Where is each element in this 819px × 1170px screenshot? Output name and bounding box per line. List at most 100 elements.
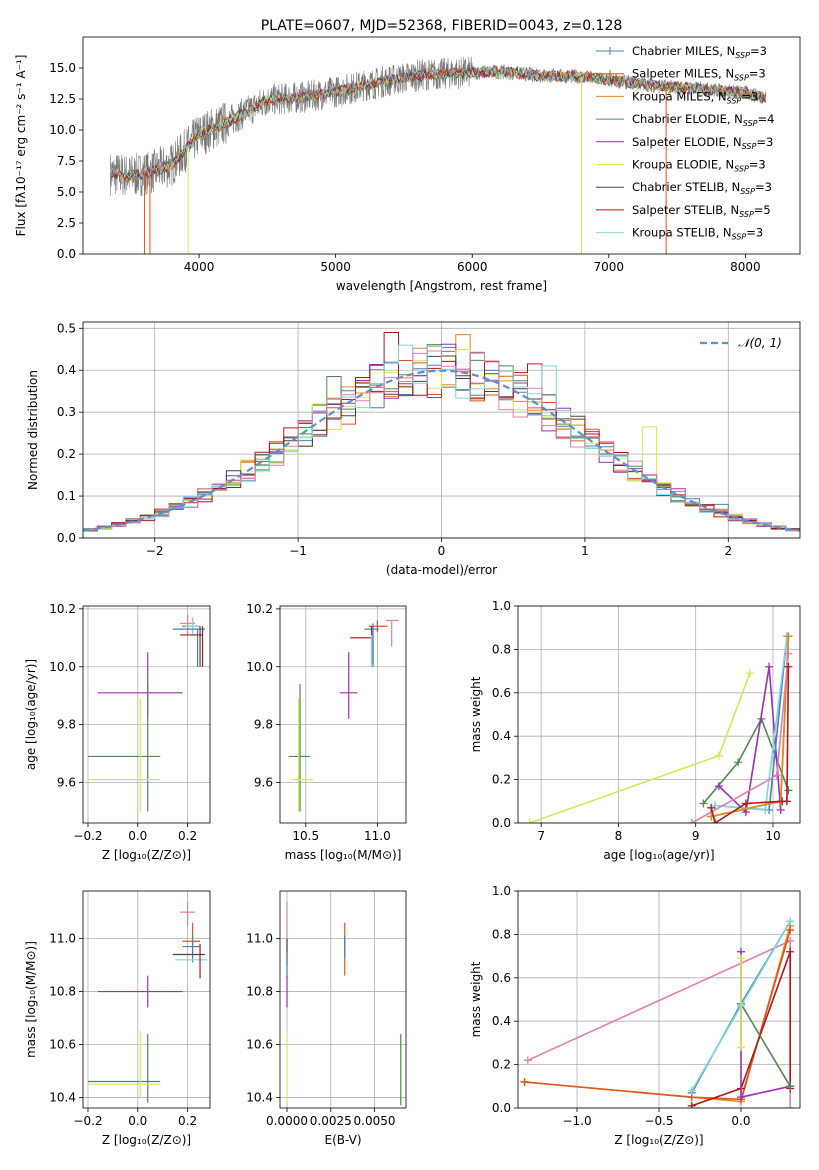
legend-entry-5: Kroupa ELODIE, NSSP=3 bbox=[632, 158, 766, 174]
x-tick-label: 1 bbox=[581, 544, 589, 558]
x-tick-label: −0.2 bbox=[73, 1114, 102, 1128]
y-tick-label: 10.2 bbox=[49, 602, 76, 616]
plot-area bbox=[87, 901, 208, 1103]
axes-frame bbox=[82, 890, 211, 1109]
y-tick-label: 0.5 bbox=[57, 321, 76, 335]
y-tick-label: 11.0 bbox=[246, 932, 273, 946]
x-tick-label: 8000 bbox=[730, 260, 761, 274]
y-tick-label: 0.0 bbox=[492, 816, 511, 830]
y-tick-label: 2.5 bbox=[57, 216, 76, 230]
series-marker-2-0 bbox=[714, 782, 723, 791]
plot-area bbox=[87, 614, 206, 812]
x-axis-label: Z [log₁₀(Z/Z⊙)] bbox=[102, 1133, 191, 1147]
x-axis-label: E(B-V) bbox=[324, 1133, 361, 1147]
y-tick-label: 0.6 bbox=[492, 971, 511, 985]
x-tick-label: 5000 bbox=[320, 260, 351, 274]
series-marker-2-0 bbox=[520, 1077, 529, 1086]
x-tick-label: 8 bbox=[615, 829, 623, 843]
x-tick-label: −0.2 bbox=[73, 829, 102, 843]
legend-entry-6: Chabrier STELIB, NSSP=3 bbox=[632, 180, 772, 196]
series-line-3 bbox=[691, 951, 792, 1107]
plot-area bbox=[525, 632, 793, 823]
plot-area bbox=[83, 332, 800, 532]
x-axis-label: wavelength [Angstrom, rest frame] bbox=[336, 279, 547, 293]
y-tick-label: 10.0 bbox=[49, 123, 76, 137]
series-marker-0-1 bbox=[714, 751, 723, 760]
y-tick-label: 0.6 bbox=[492, 686, 511, 700]
series-line-0 bbox=[529, 673, 751, 823]
x-tick-label: 11.0 bbox=[364, 829, 391, 843]
legend-entry-7: Salpeter STELIB, NSSP=5 bbox=[632, 203, 771, 219]
x-tick-label: −1.0 bbox=[562, 1114, 591, 1128]
axes-frame bbox=[279, 605, 407, 824]
x-axis-label: Z [log₁₀(Z/Z⊙)] bbox=[102, 848, 191, 862]
y-tick-label: 15.0 bbox=[49, 61, 76, 75]
y-tick-label: 9.6 bbox=[57, 775, 76, 789]
y-axis-label: Flux [fλ10⁻¹⁷ erg cm⁻² s⁻¹ A⁻¹] bbox=[14, 55, 28, 237]
x-tick-label: 10.5 bbox=[292, 829, 319, 843]
plot-area bbox=[109, 56, 767, 254]
y-tick-label: 0.4 bbox=[57, 363, 76, 377]
series-marker-8-0 bbox=[736, 954, 745, 963]
x-tick-label: 7 bbox=[537, 829, 545, 843]
x-tick-label: 0.0000 bbox=[266, 1114, 308, 1128]
y-tick-label: 1.0 bbox=[492, 599, 511, 613]
x-tick-label: −1 bbox=[289, 544, 307, 558]
series-marker-6-2 bbox=[784, 632, 793, 641]
series-marker-5-1 bbox=[786, 1082, 795, 1091]
legend-entry-normal: 𝒩(0, 1) bbox=[738, 336, 782, 350]
axes-frame bbox=[82, 36, 801, 255]
y-tick-label: 0.2 bbox=[492, 1058, 511, 1072]
y-tick-label: 10.8 bbox=[49, 985, 76, 999]
series-marker-7-1 bbox=[772, 771, 781, 780]
y-tick-label: 0.8 bbox=[492, 927, 511, 941]
axes-frame bbox=[517, 890, 801, 1109]
histogram-9 bbox=[83, 350, 800, 531]
model-spectrum-6 bbox=[109, 66, 767, 180]
y-tick-label: 5.0 bbox=[57, 185, 76, 199]
y-tick-label: 0.0 bbox=[57, 531, 76, 545]
legend-entry-3: Chabrier ELODIE, NSSP=4 bbox=[632, 112, 774, 128]
axes-frame bbox=[82, 321, 801, 539]
y-tick-label: 10.6 bbox=[246, 1037, 273, 1051]
y-tick-label: 10.0 bbox=[246, 660, 273, 674]
y-tick-label: 0.3 bbox=[57, 405, 76, 419]
x-tick-label: 6000 bbox=[457, 260, 488, 274]
series-marker-8-1 bbox=[711, 819, 720, 823]
legend-entry-2: Kroupa MILES, NSSP=3 bbox=[632, 89, 758, 105]
y-tick-label: 0.2 bbox=[57, 447, 76, 461]
series-marker-7-0 bbox=[687, 1086, 696, 1095]
chart-title: PLATE=0607, MJD=52368, FIBERID=0043, z=0… bbox=[261, 18, 623, 34]
y-tick-label: 12.5 bbox=[49, 92, 76, 106]
chart-mass-vs-Z: −0.2 0.0 0.2 10.4 10.6 10.8 11.0 Z [log₁₀(Z/Z⊙)… bbox=[24, 890, 211, 1147]
x-tick-label: 9 bbox=[692, 829, 700, 843]
y-tick-label: 10.2 bbox=[246, 602, 273, 616]
y-axis-label: mass weight bbox=[469, 961, 483, 1037]
series-marker-7-2 bbox=[786, 917, 795, 926]
x-tick-label: 7000 bbox=[594, 260, 625, 274]
series-line-1 bbox=[524, 925, 791, 1103]
y-tick-label: 11.0 bbox=[49, 932, 76, 946]
series-marker-1-1 bbox=[734, 758, 743, 767]
model-spectrum-8 bbox=[109, 65, 767, 179]
y-tick-label: 7.5 bbox=[57, 154, 76, 168]
series-marker-0-0 bbox=[523, 1056, 532, 1065]
plot-area bbox=[520, 917, 795, 1108]
series-marker-8-2 bbox=[741, 799, 750, 808]
chart-massweight-vs-age: 7 8 9 10 0.0 0.2 0.4 0.6 0.8 1.0 age [log₁₀(age/yr… bbox=[469, 599, 801, 862]
series-marker-2-3 bbox=[776, 805, 785, 814]
x-axis-label: (data-model)/error bbox=[386, 563, 497, 577]
y-tick-label: 10.4 bbox=[49, 1090, 76, 1104]
series-marker-2-3 bbox=[786, 926, 795, 935]
y-tick-label: 1.0 bbox=[492, 884, 511, 898]
x-axis-label: age [log₁₀(age/yr)] bbox=[603, 848, 714, 862]
y-tick-label: 9.6 bbox=[254, 775, 273, 789]
series-marker-8-4 bbox=[782, 797, 791, 806]
y-tick-label: 0.4 bbox=[492, 729, 511, 743]
y-axis-label: mass [log₁₀(M/M⊙)] bbox=[24, 941, 38, 1058]
series-line-2 bbox=[524, 929, 791, 1101]
x-tick-label: −2 bbox=[146, 544, 164, 558]
y-axis-label: Normed distribution bbox=[26, 370, 40, 490]
y-tick-label: 9.8 bbox=[254, 718, 273, 732]
series-marker-0-2 bbox=[786, 1104, 795, 1108]
